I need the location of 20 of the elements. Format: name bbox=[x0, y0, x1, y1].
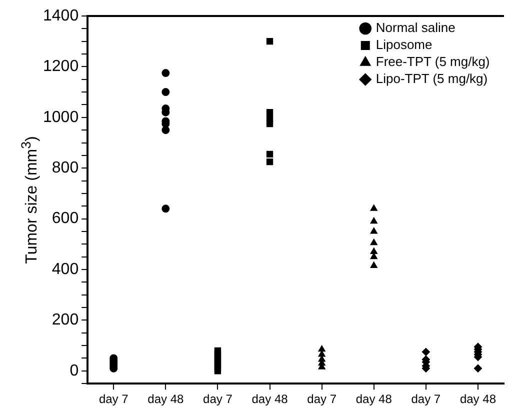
x-tick-label: day 7 bbox=[307, 392, 337, 406]
legend-label: Liposome bbox=[376, 37, 432, 52]
x-tick-label: day 48 bbox=[356, 392, 392, 406]
x-tick-label: day 7 bbox=[98, 392, 129, 406]
legend-label: Lipo-TPT (5 mg/kg) bbox=[376, 71, 488, 86]
y-tick-label: 1200 bbox=[43, 58, 79, 76]
legend-label: Free-TPT (5 mg/kg) bbox=[376, 54, 490, 70]
y-tick-label: 200 bbox=[52, 312, 79, 329]
y-tick-label: 800 bbox=[52, 160, 79, 177]
x-tick-label: day 48 bbox=[148, 392, 184, 406]
x-tick-label: day 48 bbox=[252, 392, 288, 406]
y-tick-label: 1400 bbox=[43, 7, 79, 24]
x-tick-label: day 7 bbox=[411, 392, 441, 406]
y-tick-label: 0 bbox=[70, 362, 79, 380]
y-tick-label: 400 bbox=[52, 260, 79, 278]
y-tick-label: 600 bbox=[52, 210, 79, 228]
legend-label: Normal saline bbox=[376, 20, 456, 36]
x-tick-label: day 48 bbox=[460, 392, 496, 406]
x-tick-label: day 7 bbox=[203, 392, 233, 406]
y-tick-label: 1000 bbox=[43, 108, 79, 126]
